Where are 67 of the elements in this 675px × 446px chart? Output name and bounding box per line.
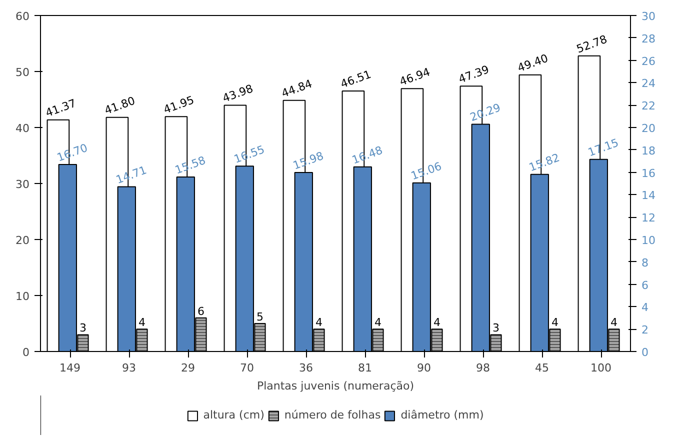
y-tick-label: 60 bbox=[16, 10, 30, 23]
x-tick-label: 149 bbox=[60, 362, 80, 374]
data-label: 4 bbox=[433, 316, 440, 330]
data-label: 15.58 bbox=[173, 154, 208, 177]
y2-tick-label: 16 bbox=[642, 166, 656, 180]
x-tick-label: 29 bbox=[181, 362, 195, 374]
y2-tick-label: 10 bbox=[642, 234, 656, 247]
legend-label: número de folhas bbox=[284, 408, 381, 422]
y-tick-label: 30 bbox=[16, 178, 30, 191]
x-tick-label: 70 bbox=[240, 362, 254, 374]
x-tick-label: 90 bbox=[417, 362, 431, 374]
data-label: 5 bbox=[256, 310, 264, 324]
data-label: 3 bbox=[492, 322, 500, 335]
data-label: 4 bbox=[315, 316, 322, 330]
data-label: 4 bbox=[551, 316, 558, 330]
data-label: 52.78 bbox=[574, 32, 609, 56]
data-label: 44.84 bbox=[280, 77, 314, 100]
legend-label: diâmetro (mm) bbox=[400, 408, 484, 422]
data-label: 16.70 bbox=[55, 141, 90, 164]
y2-tick-label: 0 bbox=[642, 346, 648, 359]
y2-tick-label: 6 bbox=[642, 278, 648, 292]
data-label: 3 bbox=[79, 322, 86, 335]
data-label: 47.39 bbox=[456, 62, 491, 86]
y-tick-label: 50 bbox=[16, 66, 30, 79]
data-label: 4 bbox=[610, 316, 618, 330]
y2-tick-label: 4 bbox=[642, 301, 648, 314]
data-label: 4 bbox=[374, 316, 382, 330]
data-label: 14.71 bbox=[114, 164, 148, 187]
x-tick-label: 81 bbox=[358, 362, 372, 374]
y-tick-label: 0 bbox=[22, 346, 30, 359]
y-tick-label: 20 bbox=[16, 234, 30, 247]
y2-tick-label: 2 bbox=[642, 324, 648, 337]
y2-tick-label: 12 bbox=[642, 212, 656, 225]
data-label: 15.82 bbox=[527, 151, 562, 174]
y2-tick-label: 22 bbox=[642, 100, 656, 113]
y2-tick-label: 26 bbox=[642, 54, 656, 68]
y2-tick-label: 8 bbox=[642, 256, 648, 270]
data-label: 41.95 bbox=[162, 93, 196, 116]
data-label: 15.06 bbox=[409, 160, 444, 183]
y-tick-label: 10 bbox=[16, 290, 30, 303]
y2-tick-label: 28 bbox=[642, 32, 656, 46]
data-label: 16.48 bbox=[350, 144, 384, 167]
x-tick-label: 93 bbox=[122, 362, 136, 374]
y2-tick-label: 30 bbox=[642, 10, 656, 23]
x-tick-label: 98 bbox=[476, 362, 490, 374]
data-label: 43.98 bbox=[220, 82, 255, 106]
data-label: 6 bbox=[197, 304, 204, 318]
x-tick-label: 45 bbox=[535, 362, 549, 374]
x-axis-title: Plantas juvenis (numeração) bbox=[256, 380, 414, 392]
data-label: 20.29 bbox=[468, 101, 502, 124]
legend-label: altura (cm) bbox=[203, 408, 264, 422]
data-label: 16.55 bbox=[232, 142, 266, 166]
data-label: 49.40 bbox=[516, 52, 550, 75]
data-label: 41.80 bbox=[102, 94, 137, 118]
y2-tick-label: 18 bbox=[642, 144, 656, 158]
data-label: 4 bbox=[138, 316, 146, 330]
y-tick-label: 40 bbox=[16, 122, 30, 135]
data-label: 41.37 bbox=[44, 96, 78, 120]
x-tick-label: 36 bbox=[299, 362, 313, 374]
data-label: 46.51 bbox=[338, 68, 373, 91]
y2-tick-label: 24 bbox=[642, 77, 656, 90]
y2-tick-label: 14 bbox=[642, 189, 656, 202]
data-label: 17.15 bbox=[586, 136, 620, 160]
y2-tick-label: 20 bbox=[642, 122, 656, 135]
data-label: 15.98 bbox=[291, 149, 326, 172]
data-label: 46.94 bbox=[398, 65, 432, 88]
x-tick-label: 100 bbox=[590, 362, 612, 374]
